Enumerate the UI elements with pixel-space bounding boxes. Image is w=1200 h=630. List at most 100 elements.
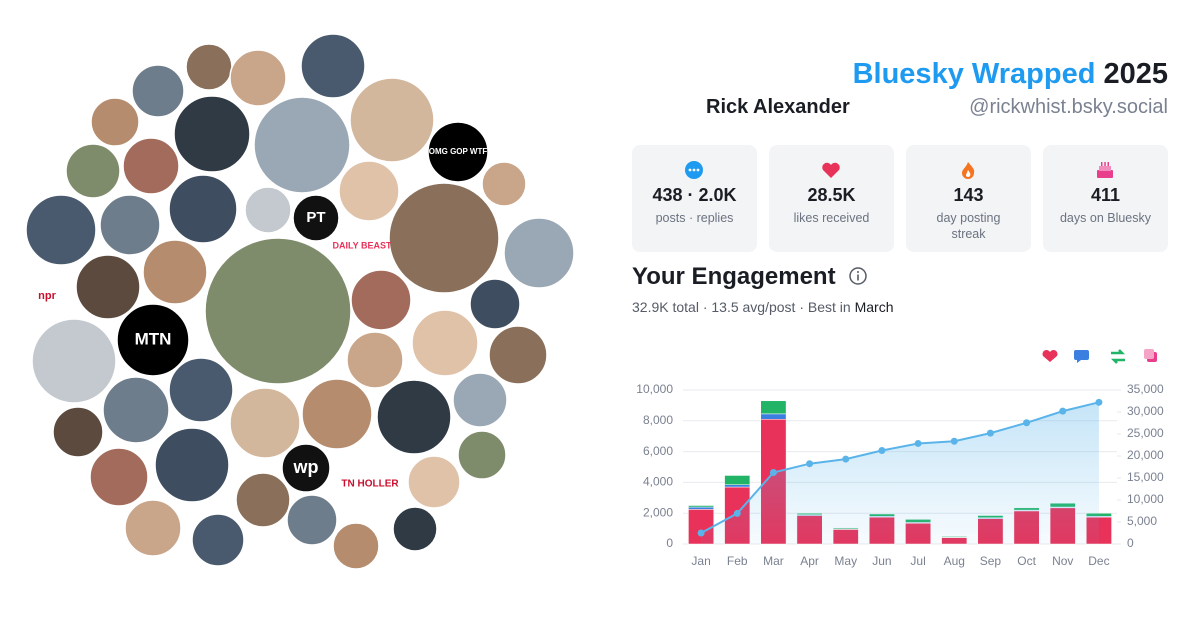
logo-avatar: [292, 194, 340, 242]
y2-tick-label: 35,000: [1127, 382, 1164, 396]
stat-label: day posting streak: [936, 211, 1001, 241]
avatar: [52, 406, 104, 458]
logo-text: wp: [293, 457, 319, 477]
x-tick-label: Jan: [691, 554, 710, 568]
avatar: [301, 378, 373, 450]
bar-segment: [688, 505, 714, 508]
stat-value: 411: [1090, 185, 1121, 205]
x-tick-label: Apr: [800, 554, 819, 568]
avatar: [124, 499, 182, 557]
stat-value: 28.5K: [807, 185, 856, 205]
logo-text: PT: [306, 209, 325, 226]
logo-text: DAILY BEAST: [332, 240, 392, 250]
line-point: [1059, 407, 1067, 415]
icon: [1097, 162, 1113, 178]
avatar: [65, 143, 121, 199]
stat-card: 143 day posting streak: [906, 145, 1031, 252]
avatar: [25, 194, 97, 266]
icon: [685, 161, 703, 179]
avatar: [204, 237, 352, 385]
line-point: [733, 509, 741, 517]
avatar: [488, 325, 548, 385]
legend-quotes-back: [1144, 349, 1154, 359]
stat-label: likes received: [793, 211, 870, 225]
stat-label: posts · replies: [655, 211, 734, 225]
avatar: [131, 64, 185, 118]
avatar: [481, 161, 527, 207]
avatar: [300, 33, 366, 99]
title-year: 2025: [1103, 58, 1168, 90]
x-tick-label: Nov: [1052, 554, 1073, 568]
x-tick-label: Feb: [727, 554, 748, 568]
y-tick-label: 10,000: [636, 382, 673, 396]
avatar: [452, 372, 508, 428]
y2-tick-label: 15,000: [1127, 470, 1164, 484]
line-area: [701, 402, 1099, 544]
avatar: [102, 376, 170, 444]
avatar: [332, 522, 380, 570]
avatar: [388, 182, 500, 294]
avatar: [411, 309, 479, 377]
avatar: [89, 447, 149, 507]
stat-card: 411 days on Bluesky: [1043, 145, 1168, 252]
avatar: [503, 217, 575, 289]
logo-avatar: [116, 303, 190, 377]
x-tick-label: Mar: [763, 554, 784, 568]
line-point: [769, 469, 777, 476]
logo-avatar: [19, 268, 75, 324]
line-point: [878, 447, 886, 454]
y-tick-label: 4,000: [643, 475, 673, 489]
bar-segment: [688, 506, 714, 510]
stat-card: 28.5K likes received: [769, 145, 894, 252]
summary-text: 32.9K total · 13.5 avg/post · Best in: [632, 299, 851, 315]
stat-value: 143: [953, 185, 984, 205]
logo-avatar: [337, 451, 403, 517]
icon: [822, 162, 840, 178]
x-tick-label: Sep: [980, 554, 1002, 568]
x-tick-label: Dec: [1088, 554, 1109, 568]
avatar: [286, 494, 338, 546]
line-point: [914, 439, 922, 447]
section-title-text: Your Engagement: [632, 263, 836, 290]
y-tick-label: 2,000: [643, 505, 673, 519]
avatar: [154, 427, 230, 503]
x-tick-label: May: [834, 554, 857, 568]
avatar: [407, 455, 461, 509]
avatar: [349, 77, 435, 163]
avatar: [122, 137, 180, 195]
avatar: [253, 96, 351, 194]
y-tick-label: 6,000: [643, 444, 673, 458]
icon: [962, 162, 975, 179]
x-tick-label: Jul: [910, 554, 925, 568]
avatar: [235, 472, 291, 528]
logo-text: MTN: [135, 329, 172, 348]
line: [700, 401, 1100, 534]
avatar: [338, 160, 400, 222]
avatar: [99, 194, 161, 256]
info-icon[interactable]: [848, 266, 868, 286]
legend: [1042, 349, 1157, 364]
line-point: [950, 437, 958, 445]
logo-avatar: [281, 443, 331, 493]
logo-text: npr: [38, 290, 56, 302]
avatar: [346, 331, 404, 389]
y2-tick-label: 10,000: [1127, 492, 1164, 506]
logo-avatar: [339, 223, 385, 269]
avatar: [90, 97, 140, 147]
x-tick-label: Jun: [872, 554, 891, 568]
avatar: [142, 239, 208, 305]
avatar: [350, 269, 412, 331]
x-tick-label: Aug: [944, 554, 965, 568]
avatar: [173, 95, 251, 173]
y2-tick-label: 25,000: [1127, 426, 1164, 440]
section-title: Your Engagement: [632, 263, 867, 291]
line-point: [806, 460, 814, 468]
best-month: March: [854, 299, 894, 315]
logo-avatar: [427, 121, 489, 183]
title-brand: Bluesky Wrapped: [852, 58, 1096, 90]
avatar: [75, 254, 141, 320]
avatar: [244, 186, 292, 234]
avatar: [191, 513, 245, 567]
